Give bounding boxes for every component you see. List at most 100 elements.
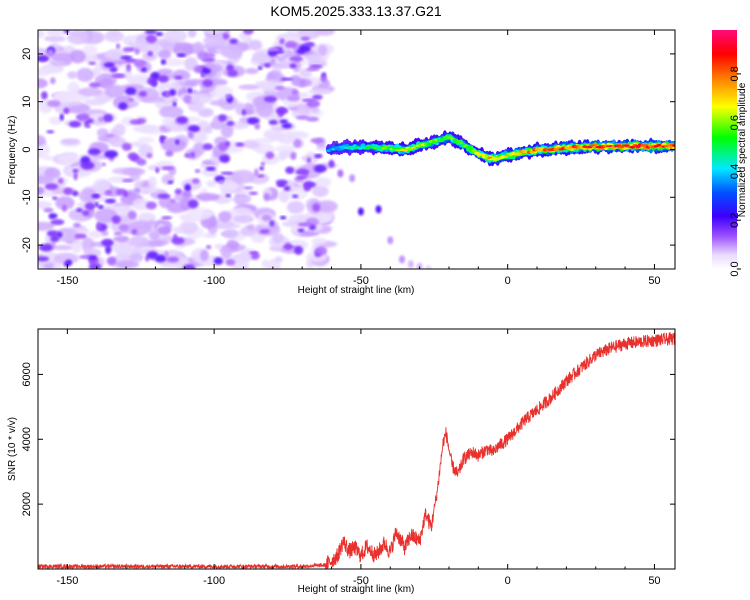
noise-speck bbox=[91, 193, 101, 199]
noise-speck bbox=[306, 116, 320, 122]
noise-cell bbox=[104, 84, 126, 98]
noise-speck bbox=[280, 77, 294, 81]
noise-cell bbox=[134, 87, 161, 103]
noise-speck bbox=[105, 245, 112, 255]
ridge-cell bbox=[672, 144, 675, 147]
noise-speck bbox=[63, 187, 73, 195]
noise-speck bbox=[50, 77, 56, 85]
noise-speck bbox=[321, 72, 327, 78]
noise-speck bbox=[291, 89, 298, 96]
noise-speck bbox=[109, 66, 118, 73]
top-x-tick-label: 50 bbox=[648, 275, 660, 287]
noise-speck bbox=[120, 55, 133, 60]
noise-cell bbox=[286, 200, 305, 214]
scatter-blob bbox=[357, 207, 364, 216]
noise-cell bbox=[312, 185, 329, 198]
noise-speck bbox=[52, 196, 58, 200]
top-x-tick-label: -150 bbox=[56, 275, 78, 287]
spectrogram-scatter-blobs bbox=[328, 159, 432, 269]
noise-speck bbox=[182, 264, 196, 269]
noise-speck bbox=[285, 166, 295, 174]
noise-speck bbox=[254, 168, 259, 177]
noise-cell bbox=[220, 246, 233, 259]
noise-speck bbox=[248, 191, 258, 195]
noise-cell bbox=[249, 39, 263, 51]
noise-speck bbox=[134, 48, 140, 55]
noise-cell bbox=[126, 189, 136, 200]
noise-speck bbox=[274, 86, 285, 90]
noise-cell bbox=[127, 101, 139, 107]
top-y-tick-label: 10 bbox=[21, 96, 33, 108]
noise-cell bbox=[57, 153, 81, 164]
noise-speck bbox=[88, 61, 97, 65]
noise-speck bbox=[161, 216, 173, 220]
noise-speck bbox=[187, 130, 194, 139]
scatter-blob bbox=[328, 159, 335, 168]
noise-cell bbox=[55, 196, 75, 210]
noise-speck bbox=[121, 178, 134, 183]
noise-cell bbox=[311, 237, 327, 245]
noise-speck bbox=[97, 204, 104, 210]
noise-cell bbox=[53, 90, 74, 104]
noise-speck bbox=[176, 53, 186, 58]
noise-speck bbox=[104, 150, 118, 159]
noise-speck bbox=[202, 79, 213, 87]
noise-cell bbox=[197, 107, 214, 118]
top-x-tick-label: -100 bbox=[203, 275, 225, 287]
noise-speck bbox=[200, 72, 206, 78]
scatter-blob bbox=[337, 169, 344, 178]
noise-speck bbox=[254, 123, 261, 130]
noise-cell bbox=[232, 215, 255, 224]
noise-cell bbox=[38, 134, 46, 147]
noise-cell bbox=[60, 139, 80, 145]
noise-cell bbox=[133, 124, 158, 133]
noise-speck bbox=[166, 256, 179, 263]
noise-cell bbox=[174, 194, 184, 201]
noise-cell bbox=[46, 30, 67, 36]
noise-speck bbox=[297, 228, 305, 233]
noise-speck bbox=[129, 119, 142, 125]
noise-speck bbox=[88, 255, 97, 260]
noise-speck bbox=[133, 187, 141, 194]
noise-speck bbox=[203, 52, 216, 59]
noise-speck bbox=[218, 180, 224, 185]
ridge-cell bbox=[439, 138, 445, 141]
noise-speck bbox=[279, 119, 289, 124]
noise-speck bbox=[38, 55, 50, 63]
noise-cell bbox=[115, 260, 140, 269]
noise-speck bbox=[46, 49, 55, 57]
noise-speck bbox=[47, 99, 61, 108]
noise-cell bbox=[38, 67, 51, 77]
colorbar: 0.0 0.2 0.4 0.6 0.8 Normalized spectral ampl… bbox=[712, 30, 748, 277]
bottom-y-tick-label: 6000 bbox=[21, 362, 33, 386]
noise-speck bbox=[159, 135, 165, 144]
top-y-tick-label: -20 bbox=[21, 237, 33, 253]
noise-speck bbox=[118, 102, 128, 110]
snr-series-line bbox=[38, 331, 675, 569]
ridge-cell bbox=[471, 149, 477, 152]
bottom-x-tick-label: -100 bbox=[203, 575, 225, 587]
noise-cell bbox=[218, 211, 232, 223]
noise-speck bbox=[65, 259, 73, 266]
noise-speck bbox=[101, 162, 106, 167]
noise-speck bbox=[145, 201, 157, 210]
noise-speck bbox=[247, 117, 260, 125]
noise-speck bbox=[169, 89, 176, 96]
noise-cell bbox=[204, 125, 213, 134]
noise-cell bbox=[104, 30, 125, 43]
ridge-cell bbox=[503, 155, 509, 158]
noise-speck bbox=[265, 151, 275, 159]
noise-speck bbox=[145, 34, 157, 44]
noise-cell bbox=[268, 133, 286, 141]
noise-speck bbox=[96, 221, 102, 231]
noise-cell bbox=[52, 245, 74, 251]
noise-speck bbox=[227, 69, 238, 77]
noise-speck bbox=[126, 63, 132, 72]
noise-speck bbox=[157, 75, 169, 83]
noise-cell bbox=[195, 193, 221, 201]
noise-speck bbox=[268, 47, 280, 52]
noise-speck bbox=[188, 199, 199, 209]
noise-speck bbox=[286, 95, 301, 102]
noise-cell bbox=[88, 230, 103, 239]
noise-speck bbox=[157, 226, 171, 235]
